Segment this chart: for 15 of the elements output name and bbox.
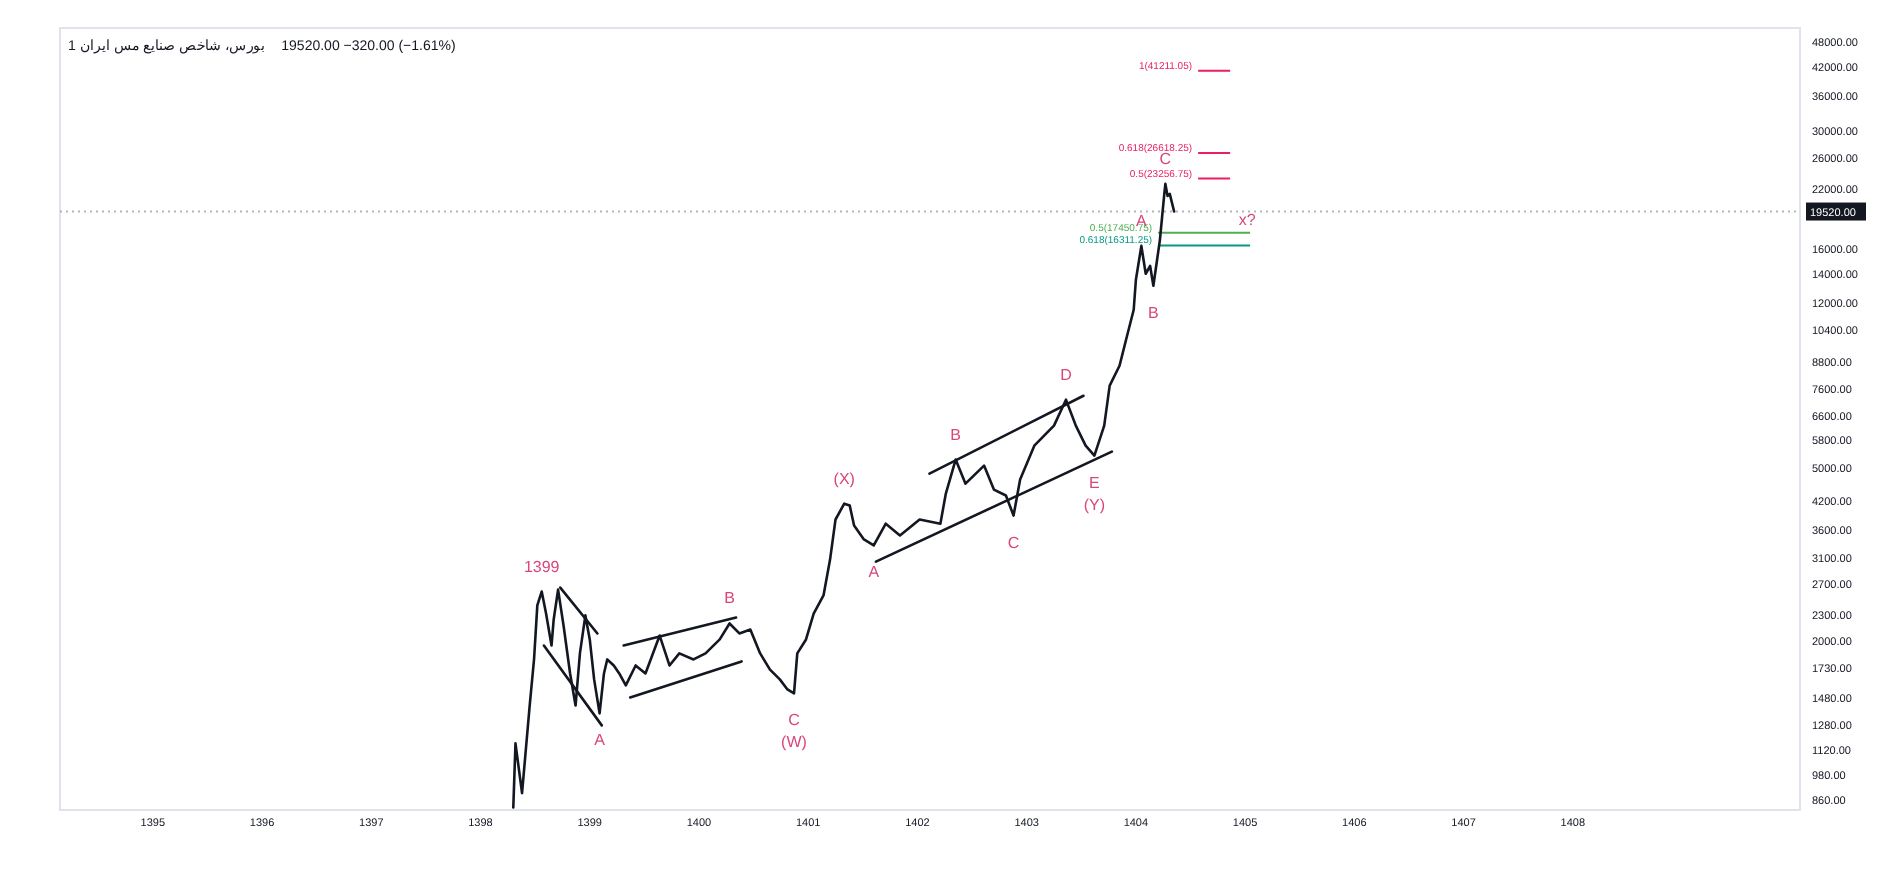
annotation: B [724,589,735,608]
annotation: C [788,711,801,730]
annotation: E [1089,473,1100,492]
annotation: (Y) [1083,495,1106,514]
annotation: C [1159,149,1172,168]
annotation: A [594,731,607,750]
annotation: B [950,425,962,444]
annotation: B [1148,303,1159,322]
annotation: D [1060,365,1073,384]
annotation: (W) [781,733,808,752]
annotation: 1399 [523,557,561,576]
annotation: x? [1238,211,1257,230]
annotation: C [1007,533,1020,552]
annotation: A [868,563,881,582]
annotation: (X) [833,469,856,488]
